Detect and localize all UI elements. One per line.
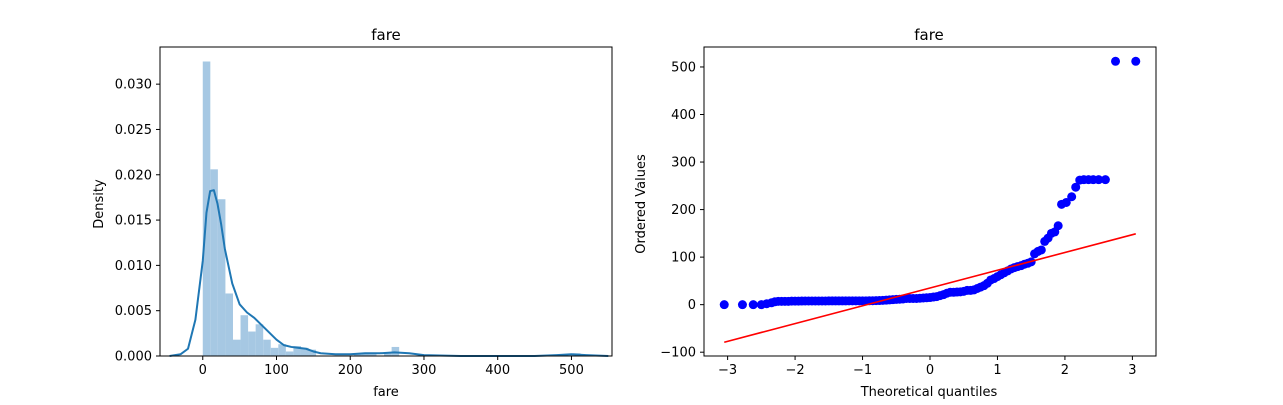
- histogram-title: fare: [371, 26, 401, 44]
- histogram-x-tick-label: 100: [264, 363, 289, 378]
- histogram-bar: [210, 169, 218, 356]
- histogram-y-tick-label: 0.000: [115, 350, 152, 365]
- histogram-frame: [159, 46, 613, 357]
- histogram-x-tick-label: 200: [338, 363, 363, 378]
- histogram-bar: [285, 351, 294, 356]
- probability-plot-x-tick-label: −2: [785, 363, 804, 378]
- probability-plot-point: [1131, 56, 1141, 66]
- histogram-bar: [361, 353, 369, 356]
- probability-plot-y-tick-label: 300: [671, 156, 696, 171]
- histogram-bar: [368, 354, 377, 356]
- histogram-x-axis-label: fare: [373, 385, 399, 400]
- histogram-bar: [225, 293, 233, 356]
- histogram-bar: [293, 346, 301, 356]
- histogram-bar: [240, 315, 249, 356]
- probability-plot-x-tick-label: 1: [993, 363, 1001, 378]
- probability-plot-point: [1111, 56, 1121, 66]
- probability-plot-y-tick-label: 100: [671, 251, 696, 266]
- histogram-y-tick-label: 0.025: [115, 123, 152, 138]
- probability-plot-point: [737, 300, 747, 310]
- histogram-y-tick-label: 0.005: [115, 304, 152, 319]
- probability-plot-fit-line: [724, 233, 1136, 343]
- probability-plot-x-tick-label: −1: [853, 363, 872, 378]
- histogram-y-tick-label: 0.010: [115, 259, 152, 274]
- probability-plot-point: [1036, 245, 1046, 255]
- probability-plot-y-tick-label: 500: [671, 60, 696, 75]
- histogram-bar: [217, 199, 226, 356]
- histogram-bar: [384, 353, 392, 356]
- histogram-bar: [270, 347, 279, 356]
- probability-plot-point: [1067, 192, 1077, 202]
- histogram-bar: [308, 349, 317, 356]
- probability-plot-y-tick-label: 0: [688, 298, 696, 313]
- probability-plot-title: fare: [914, 26, 944, 44]
- probability-plot-point: [1061, 197, 1071, 207]
- histogram-chart: fare 0 100 200 300 400 500 0.000 0.005 0.010 0.01…: [92, 26, 613, 400]
- probability-plot-y-tick-label: −100: [660, 346, 696, 361]
- probability-plot-y-tick-label: 400: [671, 108, 696, 123]
- probability-plot-y-axis-label: Ordered Values: [634, 154, 649, 254]
- histogram-x-tick-label: 500: [559, 363, 584, 378]
- probability-plot-y-tick-label: 200: [671, 203, 696, 218]
- histogram-plot-area: 0 100 200 300 400 500 0.000 0.005 0.010 0.015 0.02…: [115, 46, 613, 378]
- probability-plot-point: [1071, 182, 1081, 192]
- histogram-bar: [263, 339, 271, 356]
- probability-plot-x-axis-label: Theoretical quantiles: [860, 385, 998, 400]
- histogram-y-tick-label: 0.030: [115, 78, 152, 93]
- probability-plot-x-tick-label: 2: [1061, 363, 1069, 378]
- histogram-bar: [255, 324, 264, 356]
- probability-plot-x-tick-label: −3: [718, 363, 737, 378]
- histogram-bar: [248, 331, 256, 356]
- histogram-bar: [278, 344, 286, 356]
- histogram-bar: [232, 339, 241, 356]
- probability-plot-point: [748, 300, 758, 310]
- probability-plot-x-tick-label: 0: [926, 363, 934, 378]
- probability-plot-area: −3 −2 −1 0 1 2 3 −100 0 100 200 300 400 500: [660, 46, 1157, 378]
- histogram-x-tick-label: 300: [412, 363, 437, 378]
- histogram-y-tick-label: 0.015: [115, 214, 152, 229]
- histogram-bar: [300, 347, 309, 356]
- probability-plot-x-tick-label: 3: [1128, 363, 1136, 378]
- probability-plot-point: [1100, 175, 1110, 185]
- histogram-y-axis-label: Density: [92, 179, 107, 229]
- probability-plot-point: [1053, 221, 1063, 231]
- probability-plot-point: [1094, 175, 1104, 185]
- histogram-y-tick-label: 0.020: [115, 168, 152, 183]
- histogram-x-tick-label: 0: [199, 363, 207, 378]
- probability-plot-chart: fare −3 −2 −1 0 1 2 3 −100 0 100 200 300 400 500 Theo…: [634, 26, 1157, 400]
- histogram-x-tick-label: 400: [485, 363, 510, 378]
- probability-plot-point: [719, 300, 729, 310]
